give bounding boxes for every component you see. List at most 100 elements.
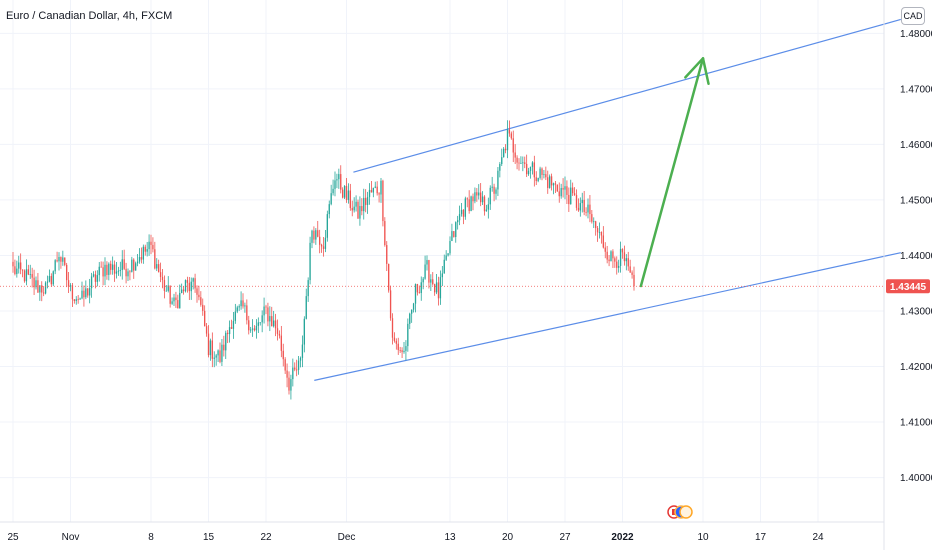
candle-up [426, 260, 428, 265]
time-tick-label: 24 [812, 532, 824, 543]
candle-down [223, 344, 225, 351]
candle-up [363, 197, 365, 212]
candle-up [221, 344, 223, 362]
candle-up [165, 290, 168, 292]
candle-down [573, 193, 576, 196]
candle-down [196, 288, 198, 295]
chart-title: Euro / Canadian Dollar, 4h, FXCM [6, 10, 173, 22]
candle-down [349, 190, 352, 209]
price-tick-label: 1.47000 [900, 84, 932, 95]
candle-down [219, 350, 221, 362]
time-tick-label: 13 [444, 532, 456, 543]
candle-up [115, 271, 118, 274]
candle-down [466, 198, 468, 200]
candle-down [571, 187, 574, 194]
time-tick-label: Nov [62, 532, 80, 543]
candle-up [156, 264, 158, 269]
candle-up [368, 189, 371, 198]
candle-down [295, 369, 298, 371]
channel-lower-line[interactable] [314, 252, 901, 381]
candle-down [558, 191, 560, 197]
arrow-shaft[interactable] [639, 57, 705, 288]
candle-up [347, 190, 350, 200]
candle-up [491, 186, 493, 188]
price-tick-label: 1.43000 [900, 306, 932, 317]
candle-down [345, 185, 348, 200]
candle-down [73, 299, 76, 301]
candle-down [198, 294, 200, 298]
candle-up [307, 280, 309, 297]
price-axis[interactable]: 1.48000 1.47000 1.46000 1.45000 1.44000 1.430… [900, 29, 932, 484]
candle-down [242, 300, 244, 307]
candle-down [274, 320, 277, 329]
candle-up [232, 320, 235, 329]
candle-down [211, 340, 214, 359]
candle-up [458, 214, 461, 221]
candle-up [255, 325, 258, 331]
candle-down [547, 177, 549, 188]
candle-up [414, 284, 417, 304]
candle-up [409, 313, 411, 324]
candle-down [318, 236, 321, 245]
candle-up [502, 148, 505, 158]
candle-down [401, 350, 403, 353]
candle-up [374, 186, 376, 188]
event-flag-icon[interactable] [679, 505, 693, 519]
candle-up [587, 204, 589, 213]
candle-down [577, 207, 580, 211]
candle-up [435, 282, 438, 293]
current-price-tag: 1.43445 [886, 279, 930, 294]
candle-up [485, 209, 488, 212]
candle-down [594, 221, 597, 229]
candle-down [510, 133, 513, 139]
candle-up [372, 187, 375, 193]
candle-down [202, 304, 204, 311]
candle-down [386, 245, 388, 264]
arrow-head[interactable] [684, 57, 710, 85]
candle-down [31, 274, 33, 278]
candle-up [330, 193, 332, 205]
candle-down [226, 332, 229, 335]
candle-up [18, 262, 20, 269]
candle-up [581, 199, 583, 204]
candle-down [568, 194, 570, 205]
candle-down [533, 162, 536, 178]
candle-down [276, 328, 279, 334]
event-icons[interactable] [667, 505, 693, 519]
candle-up [121, 259, 123, 270]
candle-up [334, 180, 336, 189]
candle-down [317, 230, 319, 237]
candle-up [324, 237, 327, 249]
candle-up [328, 204, 330, 215]
candle-up [167, 285, 169, 291]
candle-up [441, 273, 444, 278]
candle-up [478, 192, 480, 196]
candle-up [111, 264, 114, 270]
price-tick-label: 1.46000 [900, 140, 932, 151]
candle-up [90, 276, 93, 289]
candle-down [14, 266, 16, 275]
candle-down [608, 259, 610, 262]
time-axis[interactable]: 25 Nov 8 15 22 Dec 13 20 27 2022 10 17 24 [7, 532, 824, 543]
time-tick-label: 17 [755, 532, 767, 543]
candle-down [432, 279, 434, 285]
candle-up [180, 289, 183, 293]
channel-upper-line[interactable] [353, 18, 901, 173]
projection-arrow [639, 57, 710, 288]
candle-down [154, 249, 156, 269]
candle-down [152, 244, 154, 250]
candle-down [21, 269, 24, 271]
currency-badge[interactable]: CAD [901, 7, 925, 25]
candle-up [171, 301, 173, 304]
candle-up [338, 174, 340, 180]
candle-up [305, 296, 307, 319]
candle-up [449, 241, 451, 254]
candle-up [244, 305, 246, 307]
candle-down [596, 228, 599, 233]
candle-down [550, 176, 553, 186]
candle-down [437, 282, 440, 299]
candle-down [493, 186, 495, 194]
candle-down [370, 189, 373, 193]
candle-up [138, 257, 141, 262]
